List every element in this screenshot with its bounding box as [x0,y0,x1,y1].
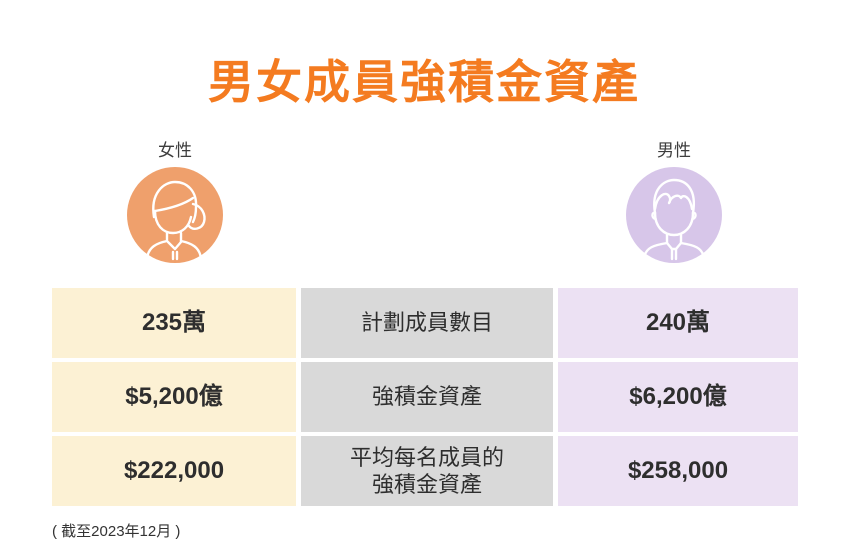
cell-female-members: 235萬 [52,288,296,358]
avatars-row: 女性 男性 [52,136,796,263]
stats-table: 235萬 計劃成員數目 240萬 $5,200億 強積金資產 $6,200億 $… [52,288,798,506]
cell-label-members: 計劃成員數目 [301,288,553,358]
page-title: 男女成員強積金資產 [208,56,640,108]
male-avatar-icon [626,167,722,263]
mpf-gender-assets-infographic: 男女成員強積金資產 女性 [0,46,848,550]
footnote: ( 截至2023年12月 ) [52,523,181,540]
cell-female-assets: $5,200億 [52,362,296,432]
cell-label-avg-assets: 平均每名成員的 強積金資產 [301,436,553,506]
cell-male-members: 240萬 [558,288,798,358]
cell-male-assets: $6,200億 [558,362,798,432]
female-avatar-block: 女性 [127,136,223,263]
female-avatar-icon [127,167,223,263]
male-avatar-block: 男性 [626,136,722,263]
female-label: 女性 [158,141,192,160]
cell-female-avg-assets: $222,000 [52,436,296,506]
male-label: 男性 [657,141,691,160]
cell-label-assets: 強積金資產 [301,362,553,432]
cell-male-avg-assets: $258,000 [558,436,798,506]
